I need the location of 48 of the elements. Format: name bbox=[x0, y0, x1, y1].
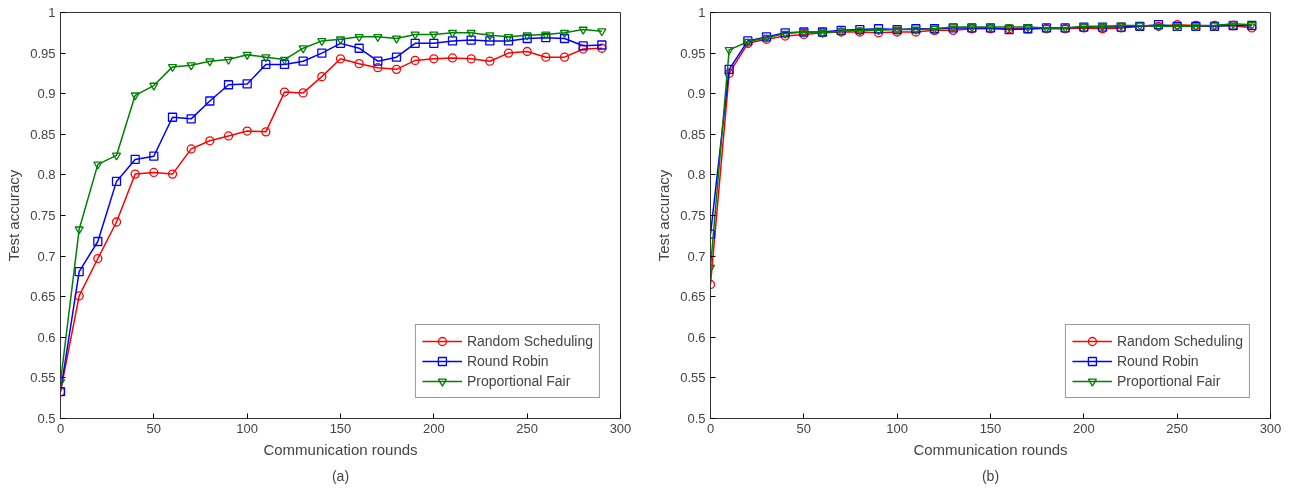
legend-label: Round Robin bbox=[466, 353, 549, 369]
x-tick-label: 150 bbox=[979, 420, 1002, 436]
y-tick-label: 0.85 bbox=[680, 126, 706, 142]
text: (a) bbox=[331, 467, 350, 484]
y-tick-label: 0.9 bbox=[687, 86, 706, 102]
y-tick-label: 0.55 bbox=[680, 370, 706, 386]
y-tick-label: 0.7 bbox=[687, 248, 706, 264]
y-tick-label: 1 bbox=[48, 5, 56, 20]
x-tick-label: 50 bbox=[146, 420, 162, 436]
y-tick-label: 0.6 bbox=[37, 329, 56, 345]
y-tick-label: 0.6 bbox=[687, 329, 706, 345]
text: (b) bbox=[981, 467, 1000, 484]
x-tick-label: 150 bbox=[329, 420, 352, 436]
legend-label: Random Scheduling bbox=[466, 333, 593, 349]
legend-label: Random Scheduling bbox=[1116, 333, 1243, 349]
y-axis-title: Test accuracy bbox=[5, 169, 23, 262]
y-tick-label: 0.65 bbox=[30, 289, 56, 305]
x-tick-label: 300 bbox=[1259, 420, 1282, 436]
y-tick-label: 0.5 bbox=[687, 411, 706, 426]
y-tick-label: 0.9 bbox=[37, 86, 56, 102]
x-tick-label: 200 bbox=[422, 420, 445, 436]
y-tick-label: 0.8 bbox=[687, 167, 706, 183]
legend-label: Proportional Fair bbox=[466, 373, 571, 389]
x-tick-label: 100 bbox=[236, 420, 259, 436]
x-axis-title: Communication rounds bbox=[263, 440, 418, 458]
x-tick-label: 0 bbox=[706, 420, 715, 436]
y-tick-label: 0.95 bbox=[30, 45, 56, 61]
x-tick-label: 300 bbox=[609, 420, 632, 436]
x-tick-label: 0 bbox=[56, 420, 65, 436]
y-tick-label: 1 bbox=[698, 5, 706, 20]
y-tick-label: 0.75 bbox=[30, 208, 56, 223]
legend-label: Round Robin bbox=[1116, 353, 1199, 369]
y-tick-label: 0.95 bbox=[680, 45, 706, 61]
x-tick-label: 50 bbox=[796, 420, 812, 436]
y-axis-title: Test accuracy bbox=[655, 169, 673, 262]
y-tick-label: 0.5 bbox=[37, 411, 56, 426]
x-tick-label: 200 bbox=[1072, 420, 1095, 436]
y-tick-label: 0.65 bbox=[680, 289, 706, 305]
y-tick-label: 0.75 bbox=[680, 208, 706, 223]
x-tick-label: 250 bbox=[516, 420, 539, 436]
x-tick-label: 100 bbox=[886, 420, 909, 436]
x-tick-label: 250 bbox=[1166, 420, 1189, 436]
x-axis-title: Communication rounds bbox=[913, 440, 1068, 458]
y-tick-label: 0.8 bbox=[37, 167, 56, 183]
y-tick-label: 0.85 bbox=[30, 126, 56, 142]
y-tick-label: 0.55 bbox=[30, 370, 56, 386]
legend-label: Proportional Fair bbox=[1116, 373, 1221, 389]
y-tick-label: 0.7 bbox=[37, 248, 56, 264]
